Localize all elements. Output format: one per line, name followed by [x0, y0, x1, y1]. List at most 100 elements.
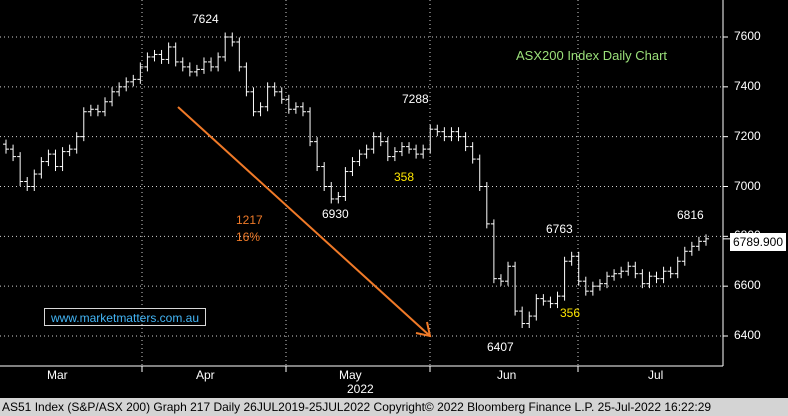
ohlc-bar [24, 177, 31, 191]
ohlc-bar [533, 294, 540, 321]
ohlc-bar [87, 104, 94, 117]
ohlc-bar [349, 157, 356, 177]
ohlc-bar [519, 306, 526, 329]
ohlc-bar [80, 107, 87, 142]
ohlc-bar [17, 152, 24, 187]
ohlc-bar [285, 94, 292, 114]
label-bounce-356: 356 [560, 306, 581, 320]
chart-title: ASX200 Index Daily Chart [516, 48, 668, 63]
x-year-label: 2022 [347, 382, 374, 396]
ohlc-bar [328, 182, 335, 204]
ohlc-bar [38, 157, 45, 179]
ohlc-bar [243, 62, 250, 97]
ohlc-bar [639, 269, 646, 289]
y-tick-label: 6600 [734, 278, 761, 293]
last-price-tag: 6789.900 [730, 233, 786, 251]
ohlc-bar [151, 49, 158, 62]
ohlc-bar [582, 276, 589, 296]
label-bounce-358: 358 [394, 170, 415, 184]
ohlc-bar [646, 271, 653, 289]
ohlc-bar [497, 274, 504, 286]
ohlc-bar [406, 142, 413, 154]
ohlc-bar [505, 261, 512, 286]
y-tick-label: 7600 [734, 29, 761, 43]
ohlc-bar [271, 82, 278, 97]
ohlc-bar [292, 102, 299, 114]
ohlc-bar [264, 82, 271, 112]
ohlc-bar [618, 266, 625, 279]
ohlc-bar [299, 102, 306, 117]
x-tick-jun: Jun [497, 368, 517, 382]
label-low-6930: 6930 [322, 207, 349, 221]
ohlc-bar [356, 149, 363, 167]
ohlc-bar [490, 219, 497, 284]
ohlc-bar [73, 132, 80, 154]
ohlc-bar [660, 266, 667, 284]
ohlc-bar [554, 291, 561, 309]
ohlc-bar [441, 127, 448, 142]
ohlc-bar [52, 149, 59, 172]
ohlc-bar [455, 127, 462, 142]
ohlc-bar [427, 124, 434, 154]
ohlc-bar [681, 246, 688, 266]
ohlc-bar [94, 104, 101, 117]
watermark-link: www.marketmatters.com.au [44, 308, 206, 326]
ohlc-bar [589, 281, 596, 296]
ohlc-bar [625, 261, 632, 276]
label-peak-7288: 7288 [402, 92, 429, 106]
ohlc-bar [314, 137, 321, 172]
ohlc-bar [342, 167, 349, 201]
label-low-6407: 6407 [487, 340, 514, 354]
ohlc-bar [3, 139, 9, 154]
ohlc-bar [109, 87, 116, 107]
ohlc-bar [229, 32, 236, 47]
ohlc-bar [257, 102, 264, 117]
ohlc-bar [512, 261, 519, 316]
ohlc-bar [144, 52, 151, 72]
ohlc-bar [420, 144, 427, 159]
y-tick-label: 7200 [734, 128, 761, 143]
ohlc-bar [158, 49, 165, 64]
ohlc-bar [377, 132, 384, 147]
ohlc-bar [236, 37, 243, 72]
ohlc-bar [116, 82, 123, 97]
ohlc-bar [222, 32, 229, 62]
ohlc-bar [604, 271, 611, 289]
ohlc-bar [688, 241, 695, 256]
ohlc-bar [66, 144, 73, 157]
ohlc-bar [193, 64, 200, 77]
ohlc-bar [611, 269, 618, 281]
ohlc-bar [575, 251, 582, 286]
ohlc-bar [31, 169, 38, 191]
ohlc-bar [45, 149, 52, 167]
ohlc-bar [278, 87, 285, 104]
ohlc-bar [483, 182, 490, 229]
ohlc-bar [335, 191, 342, 204]
label-drop-points: 1217 [236, 213, 263, 227]
ohlc-bar [370, 132, 377, 154]
y-tick-label: 7000 [734, 178, 761, 193]
chart-footer: AS51 Index (S&P/ASX 200) Graph 217 Daily… [0, 398, 788, 416]
ohlc-bar [59, 147, 66, 172]
ohlc-bar [674, 256, 681, 279]
ohlc-bar [186, 62, 193, 77]
ohlc-bar [526, 311, 533, 329]
ohlc-bar [137, 62, 144, 84]
ohlc-bar [632, 261, 639, 279]
ohlc-bar [568, 251, 575, 266]
drop-arrowhead [415, 321, 432, 338]
ohlc-bar [398, 142, 405, 157]
ohlc-bar [123, 77, 130, 92]
ohlc-bar [172, 42, 179, 67]
ohlc-bar [653, 271, 660, 284]
y-tick-label: 7400 [734, 78, 761, 93]
ohlc-bar [250, 87, 257, 117]
x-tick-apr: Apr [196, 368, 215, 382]
label-drop-pct: 16% [236, 230, 261, 244]
ohlc-bar [307, 107, 314, 147]
x-tick-may: May [339, 368, 362, 382]
ohlc-bar [547, 296, 554, 309]
ohlc-bar [413, 144, 420, 159]
ohlc-bar [462, 132, 469, 152]
ohlc-bar [391, 147, 398, 162]
